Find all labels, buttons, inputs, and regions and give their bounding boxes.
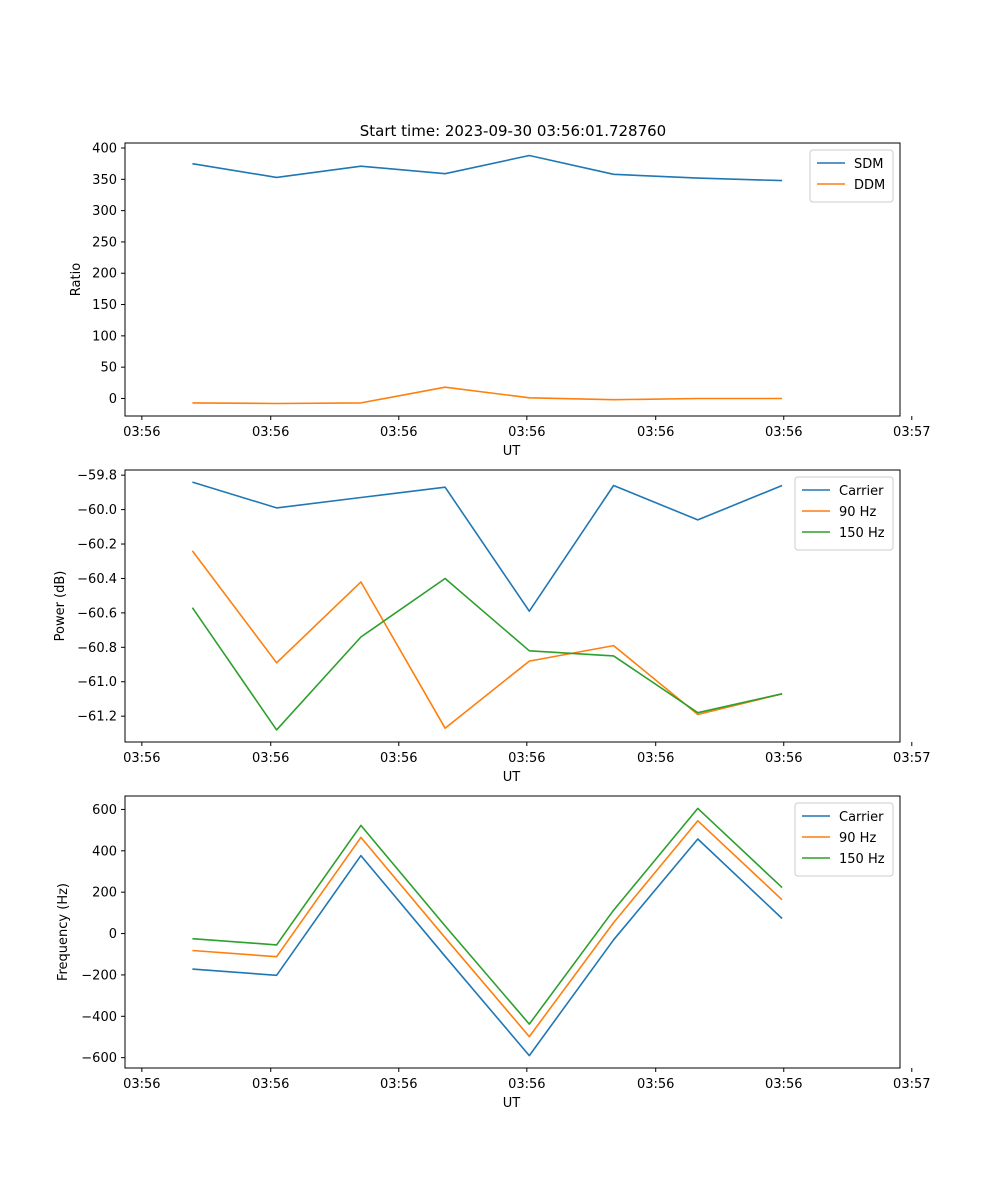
y-tick-label: 350 (92, 173, 117, 188)
series-line-ddm (192, 386, 783, 405)
x-tick-label: 03:56 (637, 1077, 674, 1092)
legend-label-150-hz: 150 Hz (839, 526, 885, 541)
y-tick-label: −61.2 (77, 710, 117, 725)
x-tick-label: 03:56 (637, 425, 674, 440)
series-line-150-hz (191, 577, 783, 731)
frequency-panel: 03:56 03:56 03:56 03:56 03:56 03:56 03:57 −600 −… (56, 795, 931, 1111)
legend-label-sdm: SDM (854, 157, 883, 172)
x-tick-label: 03:56 (380, 1077, 417, 1092)
x-tick-label: 03:56 (252, 1077, 289, 1092)
x-tick-label: 03:56 (765, 425, 802, 440)
legend-label-carrier: Carrier (839, 810, 884, 825)
y-tick-label: 100 (92, 329, 117, 344)
y-tick-label: −60.2 (77, 538, 117, 553)
ratio-panel: 03:56 03:56 03:56 03:56 03:56 03:56 03:57 0 50 10… (69, 142, 931, 459)
y-tick-label: 0 (109, 392, 117, 407)
plot-frame (124, 469, 901, 743)
y-tick-label: 400 (92, 142, 117, 157)
y-tick-label: −60.8 (77, 641, 117, 656)
y-tick-label: 300 (92, 204, 117, 219)
x-tick-label: 03:56 (508, 751, 545, 766)
power-panel: 03:56 03:56 03:56 03:56 03:56 03:56 03:57 −61.2… (53, 469, 931, 785)
y-tick-label: 250 (92, 235, 117, 250)
plot-frame (124, 142, 901, 417)
x-tick-label: 03:56 (508, 1077, 545, 1092)
series-line-carrier (192, 838, 783, 1057)
legend-label-carrier: Carrier (839, 484, 884, 499)
x-axis-label: UT (503, 770, 521, 785)
series-line-carrier (192, 481, 783, 613)
y-tick-label: −59.8 (77, 469, 117, 484)
y-tick-label: 600 (92, 803, 117, 818)
legend-label-ddm: DDM (854, 178, 885, 193)
x-tick-label: 03:56 (252, 425, 289, 440)
series-line-90-hz (192, 819, 783, 1038)
y-tick-label: 150 (92, 298, 117, 313)
y-axis-label: Frequency (Hz) (56, 883, 71, 981)
x-tick-label: 03:56 (380, 425, 417, 440)
y-tick-label: −600 (81, 1051, 117, 1066)
x-tick-label: 03:56 (508, 425, 545, 440)
x-tick-label: 03:56 (123, 1077, 160, 1092)
x-tick-label: 03:56 (765, 1077, 802, 1092)
x-axis-label: UT (503, 1096, 521, 1111)
series-line-sdm (192, 154, 783, 182)
y-tick-label: −400 (81, 1010, 117, 1025)
legend-label-150-hz: 150 Hz (839, 852, 885, 867)
y-axis-label: Power (dB) (53, 571, 68, 642)
legend-label-90-hz: 90 Hz (839, 831, 876, 846)
y-tick-label: −60.6 (77, 606, 117, 621)
y-tick-label: −61.0 (77, 675, 117, 690)
y-axis-label: Ratio (69, 263, 84, 296)
x-tick-label: 03:56 (123, 425, 160, 440)
x-tick-label: 03:56 (380, 751, 417, 766)
plot-frame (124, 795, 901, 1069)
x-tick-label: 03:56 (637, 751, 674, 766)
legend-label-90-hz: 90 Hz (839, 505, 876, 520)
y-tick-label: −200 (81, 968, 117, 983)
x-axis-label: UT (503, 444, 521, 459)
y-tick-label: 0 (109, 927, 117, 942)
figure-title: Start time: 2023-09-30 03:56:01.728760 (360, 122, 666, 140)
x-tick-label: 03:56 (252, 751, 289, 766)
y-tick-label: −60.4 (77, 572, 117, 587)
x-tick-label: 03:57 (893, 751, 930, 766)
y-tick-label: 50 (100, 361, 117, 376)
series-line-150-hz (192, 807, 783, 1025)
y-tick-label: −60.0 (77, 503, 117, 518)
y-tick-label: 400 (92, 844, 117, 859)
x-tick-label: 03:56 (123, 751, 160, 766)
x-tick-label: 03:56 (765, 751, 802, 766)
y-tick-label: 200 (92, 886, 117, 901)
x-tick-label: 03:57 (893, 1077, 930, 1092)
x-tick-label: 03:57 (893, 425, 930, 440)
y-tick-label: 200 (92, 267, 117, 282)
